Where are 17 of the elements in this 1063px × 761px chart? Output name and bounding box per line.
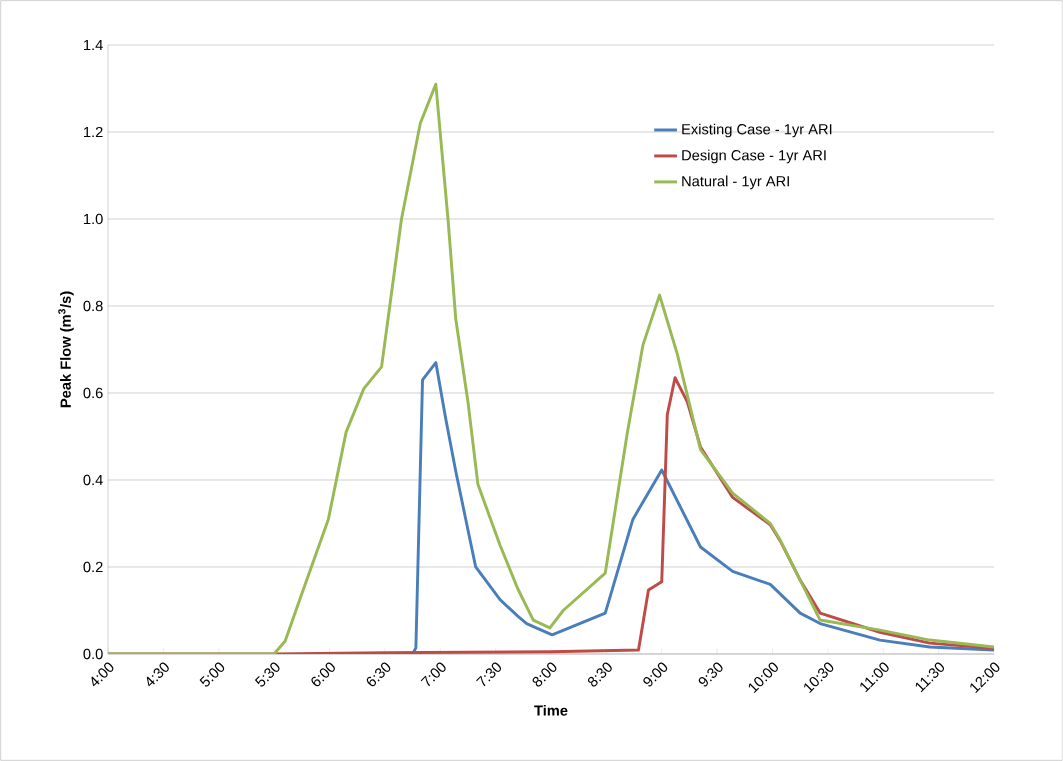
y-tick-label: 0.4 <box>83 474 103 486</box>
legend-label: Design Case - 1yr ARI <box>682 149 826 164</box>
y-axis-title: Peak Flow (m$^{3}$/s) <box>58 291 74 408</box>
x-axis-title: Time <box>534 704 568 716</box>
y-tick-label: 0.8 <box>83 300 103 312</box>
legend-label: Existing Case - 1yr ARI <box>682 123 832 138</box>
y-tick-label: 0.6 <box>83 387 103 399</box>
x-tick-label: 7:30 <box>476 662 502 687</box>
x-tick-label: 4:00 <box>91 662 114 687</box>
x-tick-label: 7:00 <box>420 662 446 687</box>
y-tick-label: 0.0 <box>83 648 103 660</box>
y-tick-label: 1.4 <box>84 39 103 51</box>
y-tick-label: 1.0 <box>84 213 103 225</box>
y-tick-label: 0.2 <box>83 561 103 573</box>
y-tick-label: 1.2 <box>84 126 103 138</box>
x-tick-label: 4:30 <box>146 662 169 687</box>
legend-label: Natural - 1yr ARI <box>682 175 789 190</box>
